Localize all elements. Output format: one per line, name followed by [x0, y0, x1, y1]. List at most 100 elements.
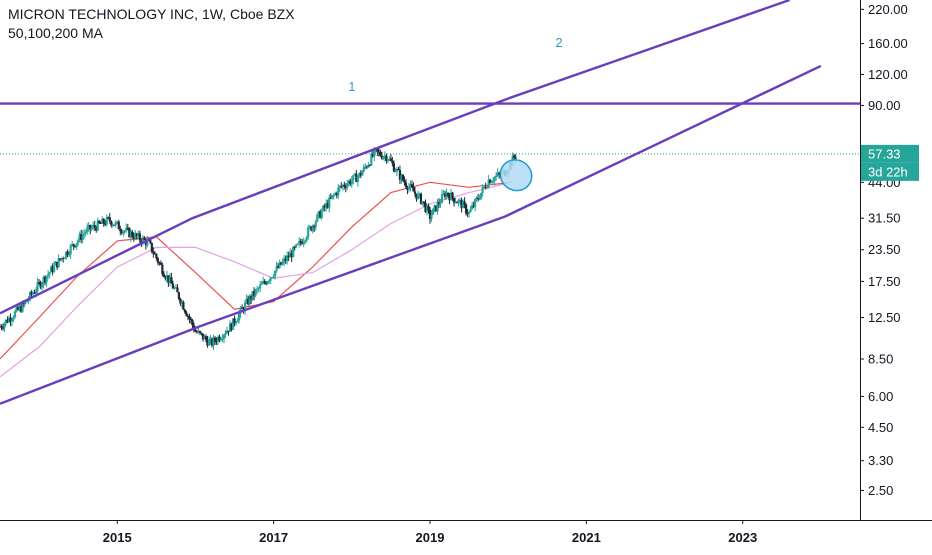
candle: [72, 243, 75, 251]
candle: [457, 198, 460, 207]
candle: [126, 224, 129, 231]
candle: [165, 270, 168, 283]
candle: [403, 176, 406, 186]
y-tick-label: 120.00: [868, 67, 908, 82]
y-tick-label: 12.50: [868, 310, 901, 325]
candle: [230, 322, 233, 332]
candle: [484, 182, 487, 190]
x-tick-label: 2023: [728, 530, 757, 545]
y-tick-label: 4.50: [868, 420, 893, 435]
candle: [287, 251, 290, 262]
candle: [245, 294, 248, 305]
candle: [434, 205, 438, 213]
candle: [424, 199, 427, 214]
candle: [477, 193, 480, 202]
candle: [197, 327, 200, 334]
candle: [401, 173, 405, 182]
candle: [404, 178, 408, 189]
candle: [183, 308, 187, 314]
candle: [92, 221, 95, 231]
candle: [326, 199, 329, 209]
candle: [40, 281, 44, 291]
candle: [397, 166, 400, 171]
candle: [322, 204, 325, 212]
candle: [443, 190, 447, 200]
candle: [371, 150, 374, 158]
candle: [284, 255, 287, 264]
candle: [6, 316, 9, 324]
candle: [110, 220, 113, 228]
candle: [53, 261, 56, 274]
candle: [367, 162, 370, 169]
x-tick-label: 2017: [259, 530, 288, 545]
candle: [0, 324, 3, 331]
candle: [128, 227, 131, 238]
candle: [416, 190, 420, 200]
candle: [122, 230, 125, 237]
candle: [290, 249, 293, 263]
candle: [376, 148, 379, 156]
candle: [219, 336, 223, 342]
candle: [212, 334, 215, 350]
candle: [188, 313, 191, 324]
candle: [227, 330, 230, 336]
ellipse-annotation[interactable]: [494, 154, 537, 197]
candle: [204, 334, 208, 343]
candle: [54, 261, 57, 266]
candle: [209, 335, 212, 345]
candle: [328, 194, 331, 213]
candle: [200, 332, 203, 336]
candle: [400, 173, 403, 184]
candle: [398, 165, 402, 185]
candle: [111, 222, 114, 228]
candle: [218, 334, 221, 343]
candle: [386, 159, 390, 164]
candle: [269, 276, 272, 285]
candle: [131, 230, 134, 239]
candle: [252, 287, 256, 301]
candle: [498, 171, 501, 179]
candle: [347, 179, 350, 186]
candle: [191, 318, 194, 330]
candle: [119, 225, 122, 236]
upper-channel-line[interactable]: [0, 0, 790, 315]
wave-label-1[interactable]: 1: [348, 79, 355, 94]
candle: [440, 189, 444, 204]
candle: [56, 261, 59, 270]
candle: [466, 208, 469, 218]
candle: [317, 210, 320, 219]
candle: [222, 333, 226, 344]
candle: [108, 213, 111, 224]
candle: [266, 280, 269, 285]
candle: [158, 261, 161, 266]
candle: [224, 330, 227, 338]
candle: [436, 198, 439, 215]
candle: [431, 208, 435, 216]
wave-label-2[interactable]: 2: [555, 35, 562, 50]
candle: [69, 243, 72, 259]
candle: [31, 290, 35, 296]
candle: [51, 263, 54, 276]
candle: [394, 168, 397, 173]
candle: [47, 270, 50, 280]
candle: [352, 174, 355, 185]
y-tick-label: 160.00: [868, 36, 908, 51]
candle: [80, 229, 83, 244]
candle: [496, 168, 499, 177]
candle: [307, 224, 310, 240]
candle: [16, 305, 20, 311]
lower-channel-line[interactable]: [0, 64, 822, 405]
candle: [295, 243, 298, 249]
candle: [442, 189, 445, 196]
candle: [313, 224, 316, 233]
candle: [415, 193, 418, 202]
candle: [75, 242, 78, 250]
y-tick-label: 6.00: [868, 389, 893, 404]
candle: [359, 170, 362, 179]
y-tick-label: 31.50: [868, 211, 901, 226]
candle: [59, 258, 62, 262]
candle: [483, 186, 486, 189]
candle: [248, 294, 251, 307]
candle: [335, 191, 338, 199]
